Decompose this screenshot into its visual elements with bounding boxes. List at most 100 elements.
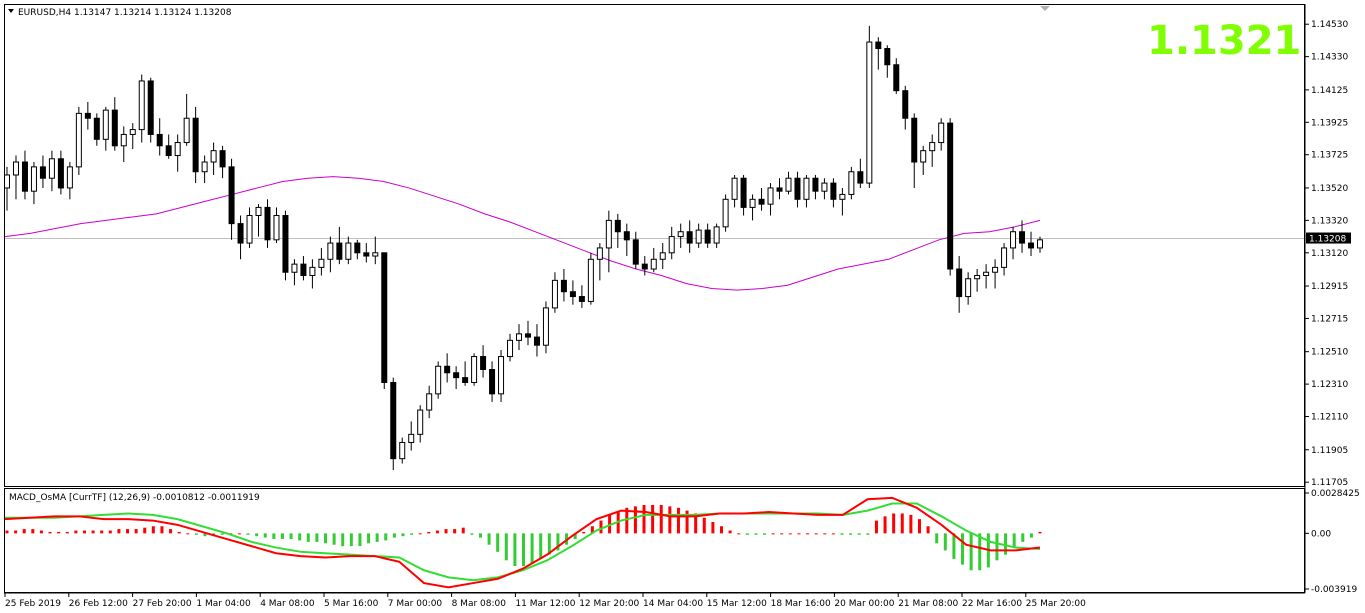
- candle: [848, 166, 855, 200]
- candle-body: [686, 231, 693, 244]
- candle-body: [767, 187, 774, 205]
- candle-body: [857, 171, 864, 184]
- candle: [264, 199, 271, 248]
- symbol-dropdown-icon[interactable]: [8, 9, 14, 13]
- osma-bar: [367, 533, 371, 544]
- candle: [839, 187, 846, 216]
- candle-body: [668, 236, 675, 254]
- osma-bar: [556, 533, 560, 551]
- osma-bar: [272, 533, 276, 540]
- osma-bar: [169, 529, 173, 534]
- osma-bar: [857, 533, 861, 535]
- candle-body: [992, 266, 999, 273]
- candle-body: [129, 129, 136, 135]
- time-tick-label: 7 Mar 00:00: [388, 599, 443, 609]
- osma-bar: [659, 504, 663, 534]
- candle-body: [947, 122, 954, 270]
- candle: [201, 155, 208, 184]
- candle-body: [641, 263, 648, 270]
- candle-body: [471, 356, 478, 383]
- candle-body: [983, 271, 990, 276]
- osma-bar: [935, 533, 939, 544]
- candle-body: [417, 409, 424, 435]
- osma-bar: [151, 526, 155, 534]
- candle-body: [596, 247, 603, 260]
- price-tick-label: 1.14125: [1311, 86, 1348, 96]
- candle-body: [902, 90, 909, 119]
- candle-body: [75, 112, 82, 168]
- candle: [426, 385, 433, 419]
- candle: [902, 85, 909, 130]
- scroll-shift-icon[interactable]: [1040, 6, 1050, 11]
- candle: [785, 171, 792, 195]
- candle: [920, 145, 927, 175]
- candle-body: [201, 161, 208, 173]
- price-tick-label: 1.12915: [1311, 282, 1348, 292]
- candle: [533, 324, 540, 357]
- candle-body: [399, 441, 406, 460]
- moving-average-line: [4, 176, 1041, 291]
- candle: [498, 350, 505, 402]
- candle: [776, 178, 783, 200]
- candle: [704, 223, 711, 248]
- candle-body: [93, 117, 100, 140]
- osma-bar: [427, 531, 431, 534]
- osma-bar: [280, 533, 284, 540]
- osma-bar: [547, 533, 551, 555]
- osma-bar: [668, 506, 672, 534]
- candle-body: [453, 372, 460, 379]
- candle: [381, 252, 388, 389]
- candle: [668, 226, 675, 260]
- osma-bar: [14, 530, 18, 534]
- osma-bar: [771, 533, 775, 535]
- candle-body: [965, 278, 972, 298]
- candle-body: [408, 433, 415, 443]
- candle-body: [444, 365, 451, 374]
- candle: [992, 259, 999, 289]
- time-tick-label: 1 Mar 04:00: [196, 599, 251, 609]
- candle: [4, 166, 10, 211]
- osma-bar: [160, 526, 164, 534]
- candle-body: [156, 133, 163, 147]
- time-tick-label: 25 Feb 2019: [5, 599, 61, 609]
- candle: [722, 194, 729, 232]
- osma-bar: [194, 533, 198, 535]
- candle: [1010, 226, 1017, 260]
- candle-body: [192, 117, 199, 173]
- price-tick-label: 1.12510: [1311, 348, 1348, 358]
- candle: [650, 247, 657, 273]
- candle: [165, 134, 172, 159]
- osma-bar: [625, 507, 629, 534]
- candle: [830, 178, 837, 208]
- candle-body: [372, 252, 379, 257]
- osma-bar: [461, 527, 465, 534]
- osma-bar: [108, 530, 112, 534]
- candle: [75, 106, 82, 175]
- osma-bar: [1038, 531, 1042, 534]
- candle: [569, 280, 576, 305]
- candle-body: [758, 198, 765, 205]
- osma-bar: [539, 533, 543, 559]
- candle: [767, 183, 774, 216]
- candle: [1028, 231, 1035, 257]
- candle-body: [722, 198, 729, 228]
- osma-bar: [702, 517, 706, 534]
- osma-bar: [375, 533, 379, 542]
- price-tick-label: 1.13120: [1311, 249, 1348, 259]
- candle-body: [1037, 239, 1043, 249]
- candle-body: [381, 252, 388, 383]
- price-tick-label: 1.13320: [1311, 216, 1348, 226]
- price-tick-label: 1.13725: [1311, 151, 1348, 161]
- osma-bar: [892, 513, 896, 534]
- candle: [102, 106, 109, 151]
- candle: [84, 102, 91, 130]
- candle: [614, 213, 621, 248]
- candle: [255, 204, 262, 237]
- candle-body: [300, 263, 307, 276]
- candle-body: [533, 336, 540, 346]
- candle-body: [776, 187, 783, 192]
- candle-body: [174, 142, 181, 157]
- candle-body: [650, 258, 657, 270]
- osma-bar: [530, 533, 534, 564]
